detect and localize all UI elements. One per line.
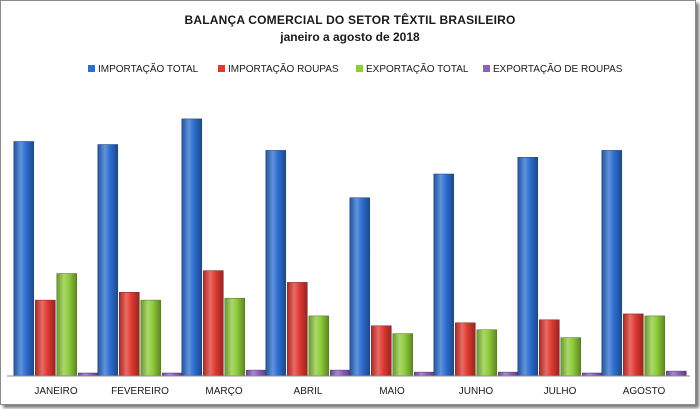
bar-2-6 bbox=[560, 337, 582, 377]
legend-swatch bbox=[88, 65, 95, 72]
bar-3-2 bbox=[246, 369, 267, 377]
x-tick-label: MAIO bbox=[379, 386, 405, 397]
bar-2-2 bbox=[224, 297, 246, 377]
bars bbox=[13, 118, 687, 377]
bar-2-4 bbox=[392, 333, 414, 377]
bar-1-5 bbox=[455, 322, 476, 377]
bar-1-4 bbox=[371, 325, 392, 377]
legend-label: IMPORTAÇÃO ROUPAS bbox=[228, 62, 339, 75]
bar-2-3 bbox=[308, 315, 330, 377]
legend-swatch bbox=[356, 65, 363, 72]
bar-1-1 bbox=[119, 292, 140, 377]
bar-3-4 bbox=[414, 371, 435, 377]
legend-swatch bbox=[218, 65, 225, 72]
bar-0-4 bbox=[349, 197, 371, 377]
legend: IMPORTAÇÃO TOTAL IMPORTAÇÃO ROUPAS EXPORTA… bbox=[88, 62, 623, 75]
bar-0-2 bbox=[181, 118, 203, 377]
legend-label: EXPORTAÇÃO DE ROUPAS bbox=[493, 62, 623, 75]
bar-3-5 bbox=[498, 371, 519, 377]
bar-1-2 bbox=[203, 270, 224, 377]
bar-2-7 bbox=[644, 315, 666, 377]
bar-0-6 bbox=[517, 157, 539, 377]
x-tick-label: JANEIRO bbox=[34, 386, 78, 397]
bar-0-3 bbox=[265, 150, 287, 377]
bar-1-6 bbox=[539, 319, 560, 377]
bar-2-0 bbox=[56, 273, 78, 377]
bar-2-5 bbox=[476, 329, 498, 377]
bar-0-0 bbox=[13, 141, 35, 377]
x-tick-label: FEVEREIRO bbox=[111, 386, 169, 397]
bar-0-1 bbox=[97, 144, 119, 377]
bar-1-7 bbox=[623, 313, 644, 377]
x-tick-label: JUNHO bbox=[459, 386, 494, 397]
legend-label: EXPORTAÇÃO TOTAL bbox=[366, 62, 469, 75]
chart-subtitle: janeiro a agosto de 2018 bbox=[280, 30, 420, 44]
x-tick-label: MARÇO bbox=[205, 386, 242, 397]
bar-3-7 bbox=[666, 370, 687, 377]
bar-0-7 bbox=[601, 150, 623, 377]
chart-title: BALANÇA COMERCIAL DO SETOR TÊXTIL BRASIL… bbox=[184, 13, 516, 27]
bar-0-5 bbox=[433, 173, 455, 377]
bar-1-3 bbox=[287, 282, 308, 377]
bar-2-1 bbox=[140, 299, 162, 377]
x-tick-label: AGOSTO bbox=[623, 386, 666, 397]
legend-swatch bbox=[483, 65, 490, 72]
bar-3-3 bbox=[330, 369, 351, 377]
x-tick-labels: JANEIRO FEVEREIRO MARÇO ABRIL MAIO JUNHO JULHO… bbox=[34, 386, 665, 397]
legend-label: IMPORTAÇÃO TOTAL bbox=[98, 62, 199, 75]
x-tick-label: JULHO bbox=[544, 386, 577, 397]
bar-1-0 bbox=[35, 299, 56, 377]
x-tick-label: ABRIL bbox=[294, 386, 323, 397]
